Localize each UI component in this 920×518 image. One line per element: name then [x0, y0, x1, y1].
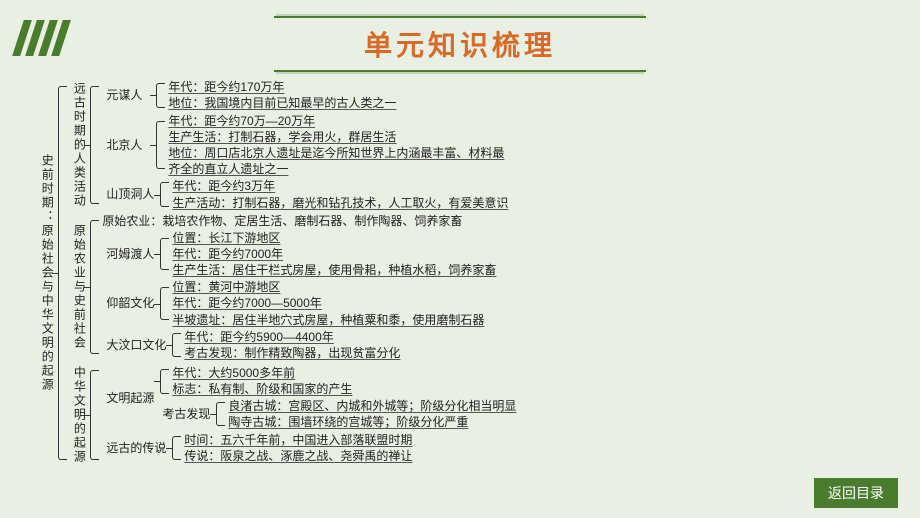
- tree-label: 远古的传说: [102, 438, 170, 458]
- tree-leaf: 年代：距今约5900—4400年: [184, 329, 400, 345]
- tree-leaf: 位置：黄河中游地区: [172, 279, 484, 295]
- page-title: 单元知识梳理: [364, 24, 556, 64]
- tree-leaf: 年代：距今约170万年: [168, 79, 396, 95]
- tree-label: 河姆渡人: [102, 244, 158, 264]
- tree-label: 大汶口文化: [102, 335, 170, 355]
- tree-leaf: 齐全的直立人遗址之一: [168, 161, 504, 177]
- tree-leaf: 原始农业：栽培农作物、定居生活、磨制石器、制作陶器、饲养家畜: [102, 213, 462, 229]
- tree-leaf: 生产生活：居住干栏式房屋，使用骨耜，种植水稻，饲养家畜: [172, 262, 496, 278]
- header: 单元知识梳理: [0, 14, 920, 64]
- tree-leaf: 时间：五六千年前，中国进入部落联盟时期: [184, 432, 412, 448]
- tree-leaf: 年代：距今约7000—5000年: [172, 295, 484, 311]
- tree-leaf: 年代：距今约70万—20万年: [168, 113, 504, 129]
- tree-leaf: 年代：距今约3万年: [172, 178, 508, 194]
- tree-leaf: 传说：阪泉之战、涿鹿之战、尧舜禹的禅让: [184, 448, 412, 464]
- knowledge-tree: 史前时期：原始社会与中华文明的起源远古时期的人类活动元谋人年代：距今约170万年…: [38, 78, 902, 494]
- tree-leaf: 地位：我国境内目前已知最早的古人类之一: [168, 95, 396, 111]
- tree-leaf: 标志：私有制、阶级和国家的产生: [172, 381, 516, 397]
- tree-leaf: 良渚古城：宫殿区、内城和外城等；阶级分化相当明显: [228, 398, 516, 414]
- tree-label: 元谋人: [102, 85, 154, 105]
- tree-leaf: 半坡遗址：居住半地穴式房屋，种植粟和黍，使用磨制石器: [172, 312, 484, 328]
- tree-leaf: 地位：周口店北京人遗址是迄今所知世界上内涵最丰富、材料最: [168, 145, 504, 161]
- tree-leaf: 生产活动：打制石器，磨光和钻孔技术，人工取火，有爱美意识: [172, 195, 508, 211]
- back-to-toc-button[interactable]: 返回目录: [814, 478, 898, 508]
- tree-leaf: 考古发现：制作精致陶器，出现贫富分化: [184, 345, 400, 361]
- tree-leaf: 年代：大约5000多年前: [172, 365, 516, 381]
- tree-leaf: 生产生活：打制石器，学会用火，群居生活: [168, 129, 504, 145]
- tree-leaf: 年代：距今约7000年: [172, 246, 496, 262]
- tree-leaf: 位置：长江下游地区: [172, 230, 496, 246]
- tree-label: 文明起源: [102, 388, 158, 408]
- tree-label: 山顶洞人: [102, 184, 158, 204]
- tree-leaf: 陶寺古城：围墙环绕的宫城等；阶级分化严重: [228, 414, 516, 430]
- title-box: 单元知识梳理: [274, 16, 646, 72]
- tree-label: 仰韶文化: [102, 293, 158, 313]
- tree-label: 考古发现: [158, 404, 214, 424]
- tree-label: 北京人: [102, 135, 154, 155]
- stripe-decoration: [18, 20, 70, 61]
